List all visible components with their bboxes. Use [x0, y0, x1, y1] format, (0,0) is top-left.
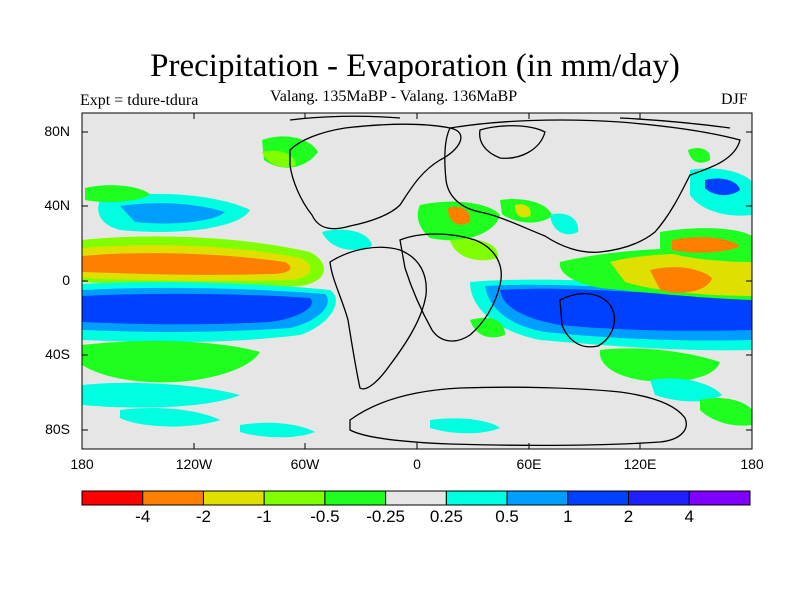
- coastline-arctic: [289, 115, 731, 129]
- field-green-antarctic: [700, 398, 752, 426]
- field-green-n-america: [262, 150, 296, 168]
- colorbar-swatch: [142, 490, 204, 506]
- field-orange-europe: [448, 206, 471, 225]
- colorbar-swatch: [567, 490, 630, 506]
- colorbar-swatch: [324, 490, 387, 506]
- colorbar-label: -4: [135, 507, 151, 526]
- coastline-antarctica: [349, 386, 687, 446]
- lat-label-80n: 80N: [44, 123, 70, 139]
- colorbar-label: -0.5: [310, 507, 340, 526]
- experiment-label: Expt = tdure-tdura: [80, 92, 199, 109]
- coastline-africa: [399, 233, 502, 342]
- field-cyan-south-indian: [650, 378, 722, 402]
- colorbar-swatch: [688, 490, 751, 506]
- field-blue-far-east: [705, 178, 740, 196]
- plot-subtitle: Valang. 135MaBP - Valang. 136MaBP: [270, 88, 518, 105]
- field-blue-north-pacific: [120, 203, 225, 224]
- colorbar-swatch: [202, 490, 265, 506]
- lat-label-40n: 40N: [44, 197, 70, 213]
- lon-label-180e: 180: [740, 456, 764, 472]
- field-yellow-asia: [514, 204, 531, 218]
- field-cyan-central-america: [322, 229, 372, 250]
- coastline-greenland: [479, 125, 546, 159]
- axis-ticks: [82, 113, 752, 449]
- field-orange-band: [82, 253, 291, 275]
- plot-title: Precipitation - Evaporation (in mm/day): [150, 48, 680, 84]
- colorbar-label: 2: [623, 507, 634, 526]
- coastline-south-america: [329, 246, 427, 390]
- lon-label-60e: 60E: [516, 456, 542, 472]
- colorbar-label: -2: [195, 507, 212, 526]
- field-green-arabia: [450, 238, 499, 261]
- colorbar-swatch: [506, 490, 569, 506]
- colorbar-label: 0.25: [429, 507, 463, 526]
- coastline-india-australia: [559, 293, 615, 348]
- field-orange-western-pacific: [650, 267, 712, 293]
- field-green-kamchatka: [688, 148, 711, 163]
- coastline-eurasia: [444, 119, 741, 253]
- coastlines: [289, 115, 741, 446]
- field-green-north-pacific: [85, 185, 150, 202]
- lat-label-0: 0: [62, 272, 70, 288]
- field-green-south-atlantic: [470, 317, 505, 338]
- field-cyan-asia: [550, 213, 579, 235]
- colorbar-label: -0.25: [366, 507, 405, 526]
- field-cyan-antarctic-c: [430, 418, 500, 434]
- colorbar-label: 1: [563, 507, 573, 526]
- colorbar-swatch: [445, 490, 508, 506]
- colorbar-label: 0.5: [495, 507, 519, 526]
- lat-label-80s: 80S: [45, 421, 70, 437]
- field-green-south-pacific: [82, 340, 260, 383]
- lon-label-120e: 120E: [623, 456, 657, 472]
- lon-label-0: 0: [413, 456, 421, 472]
- field-blue-band: [82, 293, 312, 325]
- field-cyan-antarctic-b: [240, 422, 315, 438]
- lon-label-60w: 60W: [290, 456, 320, 472]
- lon-label-120w: 120W: [175, 456, 213, 472]
- season-label: DJF: [721, 91, 748, 108]
- field-cyan-antarctic-a: [120, 408, 220, 427]
- field-green-south-indian: [599, 348, 720, 382]
- coastline-north-america: [289, 123, 462, 230]
- colorbar-swatch: [81, 490, 144, 506]
- colorbar-label: 4: [684, 507, 694, 526]
- lat-label-40s: 40S: [45, 346, 70, 362]
- colorbar-swatch: [385, 490, 447, 506]
- field-cyan-southern-ocean: [82, 382, 240, 408]
- colorbar-swatch: [263, 490, 326, 506]
- field-orange-nw-pacific: [672, 237, 740, 253]
- colorbar-swatch: [628, 490, 690, 506]
- colorbar-label: -1: [256, 507, 272, 526]
- lon-label-180w: 180: [70, 456, 94, 472]
